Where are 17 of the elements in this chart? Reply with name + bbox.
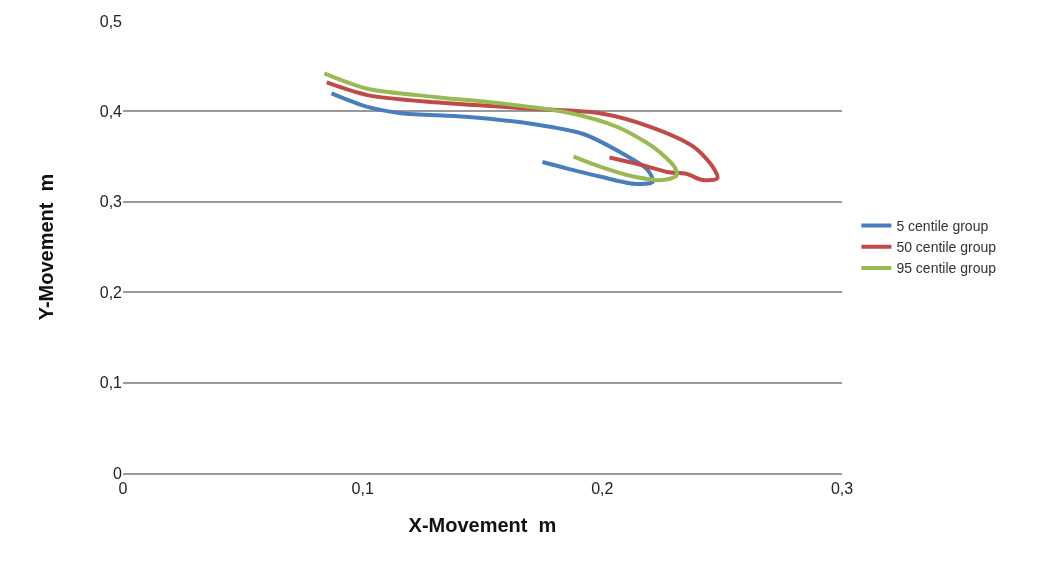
y-tick-label: 0,4 bbox=[99, 103, 123, 120]
legend-label: 95 centile group bbox=[896, 260, 997, 277]
line-series bbox=[329, 91, 655, 186]
y-tick-label: 0,1 bbox=[99, 374, 123, 392]
legend-label: 50 centile group bbox=[896, 239, 997, 256]
x-axis-title: X-Movement m bbox=[408, 514, 557, 537]
x-tick-label: 0,2 bbox=[591, 480, 614, 498]
line-series bbox=[324, 80, 720, 183]
y-tick-label: 0,5 bbox=[99, 12, 123, 30]
y-tick-label: 0,2 bbox=[99, 283, 123, 301]
x-tick-label: 0,1 bbox=[351, 480, 374, 498]
legend-label: 5 centile group bbox=[896, 218, 989, 235]
y-tick-label: 0,3 bbox=[99, 193, 123, 211]
line-series bbox=[322, 71, 679, 183]
y-tick-label: 0 bbox=[113, 464, 123, 482]
x-tick-label: 0,3 bbox=[830, 480, 854, 498]
y-axis-title: Y-Movement m bbox=[35, 173, 58, 321]
